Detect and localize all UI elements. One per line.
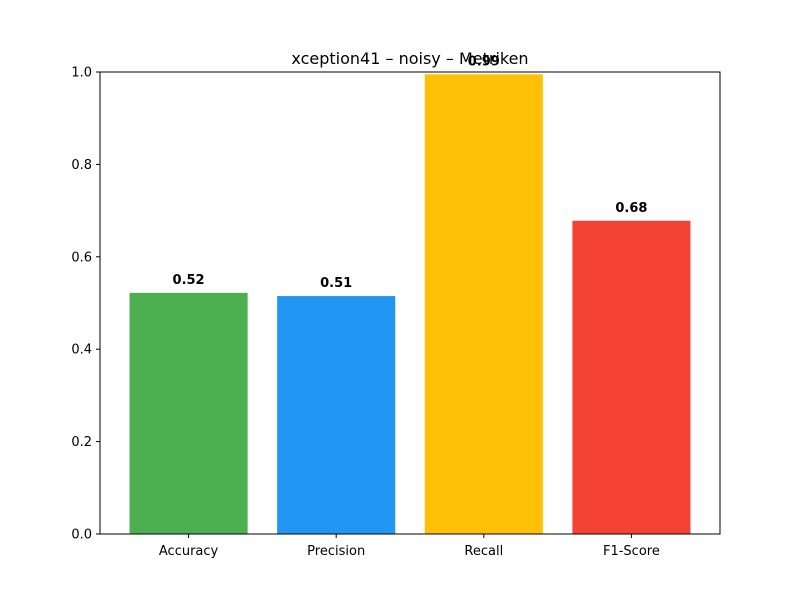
y-tick-label: 0.0 — [71, 528, 92, 543]
y-tick-label: 0.2 — [71, 435, 92, 450]
y-axis: 0.0 0.2 0.4 0.6 0.8 1.0 — [71, 66, 100, 543]
bar-accuracy — [129, 292, 248, 534]
x-tick-label: Accuracy — [159, 544, 219, 559]
bar-recall — [424, 74, 543, 534]
bar-precision — [277, 296, 396, 534]
y-tick-label: 1.0 — [71, 66, 92, 81]
chart-title: xception41 – noisy – Metriken — [291, 49, 528, 68]
value-label-recall: 0.99 — [468, 54, 500, 69]
value-label-precision: 0.51 — [320, 276, 352, 291]
x-tick-label: Precision — [307, 544, 365, 559]
y-tick-label: 0.8 — [71, 158, 92, 173]
x-tick-label: F1-Score — [603, 544, 660, 559]
x-tick-label: Recall — [464, 544, 503, 559]
value-label-accuracy: 0.52 — [173, 273, 205, 288]
bar-f1-score — [572, 220, 691, 535]
bars-group — [129, 74, 691, 535]
value-label-f1-score: 0.68 — [615, 201, 647, 216]
value-labels-group: 0.52 0.51 0.99 0.68 — [173, 54, 648, 291]
y-tick-label: 0.6 — [71, 250, 92, 265]
y-tick-label: 0.4 — [71, 343, 92, 358]
axes-frame — [99, 71, 721, 535]
x-axis: Accuracy Precision Recall F1-Score — [159, 534, 660, 559]
